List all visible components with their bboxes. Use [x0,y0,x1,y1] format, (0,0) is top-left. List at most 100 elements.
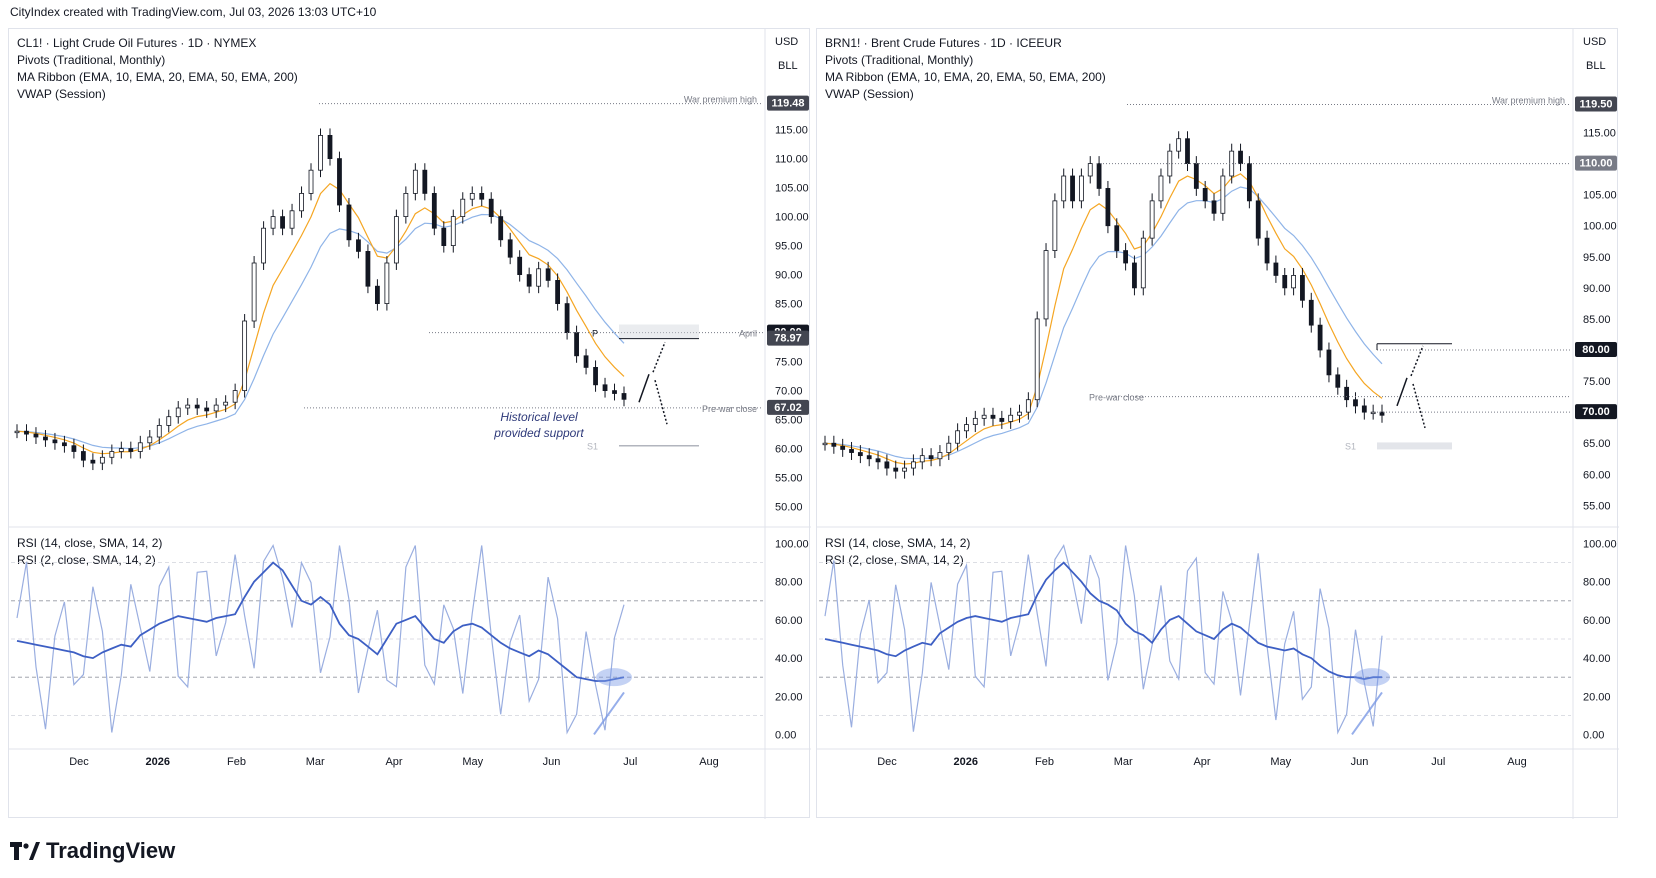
candle-body [1149,200,1155,239]
legend-line[interactable]: Pivots (Traditional, Monthly) [825,53,974,67]
price-tick-label: 100.00 [1583,221,1617,233]
legend-line[interactable]: RSI (2, close, SMA, 14, 2) [17,553,156,567]
price-tick-label: 105.00 [1583,190,1617,202]
legend-line[interactable]: CL1! · Light Crude Oil Futures · 1D · NY… [17,36,257,50]
candle-body [1008,414,1014,422]
candle-body [1255,200,1261,239]
candle-body [90,459,96,464]
legend-line[interactable]: MA Ribbon (EMA, 10, EMA, 20, EMA, 50, EM… [17,70,298,84]
rsi-divergence-line [1351,691,1383,736]
currency-unit[interactable]: USD [775,36,799,48]
candle-body [327,135,333,160]
candle-body [498,216,504,241]
candle-body [1238,150,1243,164]
candle-body [24,430,29,435]
candle-body [1300,275,1305,301]
price-and-rsi-plot[interactable]: 115.00 110.00 105.00 100.00 95.00 90.00 85.00 8… [817,29,1619,819]
rsi-tick-label: 0.00 [775,729,796,741]
price-badge-label: 110.00 [1579,158,1612,170]
time-tick-label: Apr [385,756,402,768]
time-tick-label: Mar [1114,756,1133,768]
candle-body [857,452,863,457]
candle-body [43,436,48,441]
rsi-tick-label: 20.00 [775,691,803,703]
candle-body [1326,349,1332,376]
candle-body [375,285,380,305]
time-tick-label: Aug [699,756,719,768]
price-tick-label: 100.00 [775,212,809,224]
price-tick-label: 55.00 [1583,500,1611,512]
candle-body [884,461,890,469]
candle-body [911,461,916,469]
candle-body [1114,225,1120,251]
rsi2-line [16,544,625,735]
rsi-highlight [1354,668,1390,687]
s1-label: S1 [587,442,598,452]
candle-body [232,390,238,403]
candle-body [574,332,579,357]
currency-unit[interactable]: USD [1583,36,1607,48]
candle-body [14,430,20,434]
brent-chart-panel[interactable]: BRN1! · Brent Crude Futures · 1D · ICEEU… [816,28,1619,819]
war-premium-high-label: War premium high [684,95,757,105]
candle-body [1043,250,1049,320]
candle-body [840,445,846,450]
legend-line[interactable]: MA Ribbon (EMA, 10, EMA, 20, EMA, 50, EM… [825,70,1106,84]
candle-body [299,192,304,212]
legend-line[interactable]: RSI (14, close, SMA, 14, 2) [825,536,971,550]
rsi-tick-label: 100.00 [1583,539,1617,551]
candle-body [831,442,837,447]
ema-slow-line [16,213,625,450]
candle-body [99,456,105,464]
legend-line[interactable]: BRN1! · Brent Crude Futures · 1D · ICEEU… [825,36,1062,50]
time-tick-label: Jul [1431,756,1445,768]
upside-arrow [1410,345,1424,377]
legend-line[interactable]: RSI (14, close, SMA, 14, 2) [17,536,163,550]
volume-unit[interactable]: BLL [1586,60,1606,72]
annotation-text: provided support [493,426,584,440]
candle-body [1211,200,1217,214]
candle-body [109,451,115,458]
bounce-arrow [1396,377,1408,407]
candle-body [488,198,494,217]
pre-war-close-label: Pre-war close [702,404,757,414]
candle-body [431,192,437,229]
candle-body [62,442,67,447]
price-legend: BRN1! · Brent Crude Futures · 1D · ICEEU… [825,35,1106,103]
volume-unit[interactable]: BLL [778,60,798,72]
time-tick-label: Feb [227,756,246,768]
price-tick-label: 90.00 [1583,283,1611,295]
candle-body [849,449,854,453]
candle-body [1361,405,1367,413]
downside-arrow [654,380,668,425]
candle-body [365,250,371,287]
price-badge-box [767,399,809,415]
candle-body [1273,262,1279,276]
candle-body [1335,374,1341,388]
rsi-tick-label: 20.00 [1583,691,1611,703]
candle-body [555,279,561,304]
price-badge-box [1575,342,1617,357]
candle-body [990,414,996,419]
candle-body [507,239,513,258]
legend-line[interactable]: Pivots (Traditional, Monthly) [17,53,166,67]
crude-oil-chart-panel[interactable]: CL1! · Light Crude Oil Futures · 1D · NY… [8,28,811,819]
april-label: April [739,329,757,339]
price-badge-box [767,330,809,346]
tradingview-logo[interactable]: TradingView [10,838,175,864]
legend-line[interactable]: VWAP (Session) [17,87,106,101]
time-tick-label: Aug [1507,756,1527,768]
candle-body [270,216,276,229]
price-badge-label: 119.50 [1579,99,1612,111]
legend-line[interactable]: RSI (2, close, SMA, 14, 2) [825,553,964,567]
rsi-tick-label: 100.00 [775,539,809,551]
price-and-rsi-plot[interactable]: 115.00 110.00 105.00 100.00 95.00 90.00 85.00 8… [9,29,811,819]
rsi14-line [16,561,625,682]
candle-body [1087,163,1093,177]
time-tick-label: May [462,756,483,768]
candle-body [866,455,872,460]
candle-body [166,416,172,426]
candle-body [251,262,257,322]
legend-line[interactable]: VWAP (Session) [825,87,914,101]
candle-body [412,169,418,194]
